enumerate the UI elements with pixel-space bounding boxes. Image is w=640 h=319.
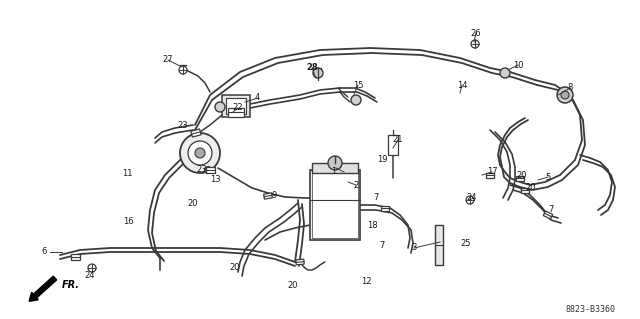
Text: 14: 14	[457, 80, 467, 90]
FancyArrow shape	[29, 276, 57, 301]
Text: 12: 12	[361, 278, 371, 286]
Text: 13: 13	[210, 175, 220, 184]
Circle shape	[557, 87, 573, 103]
Text: 11: 11	[122, 168, 132, 177]
Text: 15: 15	[353, 80, 364, 90]
Text: 23: 23	[178, 121, 188, 130]
Text: 26: 26	[470, 28, 481, 38]
Text: 20: 20	[288, 280, 298, 290]
Text: 23: 23	[196, 166, 207, 174]
Bar	[543, 211, 553, 219]
Text: 20: 20	[188, 198, 198, 207]
Text: 28: 28	[306, 63, 318, 72]
Circle shape	[180, 133, 220, 173]
Text: 16: 16	[123, 218, 133, 226]
Bar	[381, 205, 389, 211]
Text: 20: 20	[230, 263, 240, 271]
Bar	[296, 259, 304, 265]
Bar	[312, 172, 358, 238]
Text: 20: 20	[516, 170, 527, 180]
Text: 10: 10	[513, 61, 524, 70]
Bar	[388, 135, 398, 155]
Circle shape	[561, 91, 569, 99]
Text: 24: 24	[84, 271, 95, 280]
Text: 19: 19	[377, 155, 387, 165]
Text: 6: 6	[42, 248, 47, 256]
Text: 24: 24	[467, 194, 477, 203]
Circle shape	[205, 167, 211, 174]
Bar	[310, 170, 360, 240]
Bar	[312, 163, 358, 173]
Bar	[435, 225, 443, 265]
Circle shape	[313, 68, 323, 78]
Text: 7: 7	[380, 241, 385, 249]
Bar	[191, 129, 201, 137]
Circle shape	[466, 196, 474, 204]
Text: 1: 1	[332, 167, 337, 176]
Circle shape	[215, 102, 225, 112]
Bar	[486, 173, 494, 177]
Text: 2: 2	[353, 181, 358, 189]
Bar	[521, 188, 529, 192]
Circle shape	[188, 141, 212, 165]
Bar	[264, 193, 273, 199]
Text: 8: 8	[567, 84, 573, 93]
Bar	[205, 167, 214, 173]
Circle shape	[179, 66, 187, 74]
Text: 25: 25	[461, 239, 471, 248]
Text: 8823-B3360: 8823-B3360	[565, 306, 615, 315]
Text: 21: 21	[393, 136, 403, 145]
Text: 9: 9	[271, 191, 276, 201]
Text: 17: 17	[486, 167, 497, 176]
Bar	[516, 175, 524, 181]
Text: 22: 22	[233, 103, 243, 113]
Circle shape	[351, 95, 361, 105]
Text: 20: 20	[525, 183, 536, 192]
Bar	[226, 98, 246, 114]
Circle shape	[195, 148, 205, 158]
Bar	[70, 254, 79, 260]
Text: FR.: FR.	[62, 280, 80, 290]
Circle shape	[88, 264, 96, 272]
Bar	[228, 108, 244, 117]
Text: 27: 27	[163, 56, 173, 64]
Circle shape	[471, 40, 479, 48]
Text: 5: 5	[545, 173, 550, 182]
Text: 3: 3	[412, 243, 417, 253]
Text: 7: 7	[548, 205, 554, 214]
Circle shape	[328, 156, 342, 170]
Text: 18: 18	[367, 221, 378, 231]
Circle shape	[500, 68, 510, 78]
Circle shape	[193, 130, 200, 137]
Bar	[222, 95, 250, 117]
Text: 7: 7	[373, 194, 379, 203]
Text: 4: 4	[254, 93, 260, 102]
